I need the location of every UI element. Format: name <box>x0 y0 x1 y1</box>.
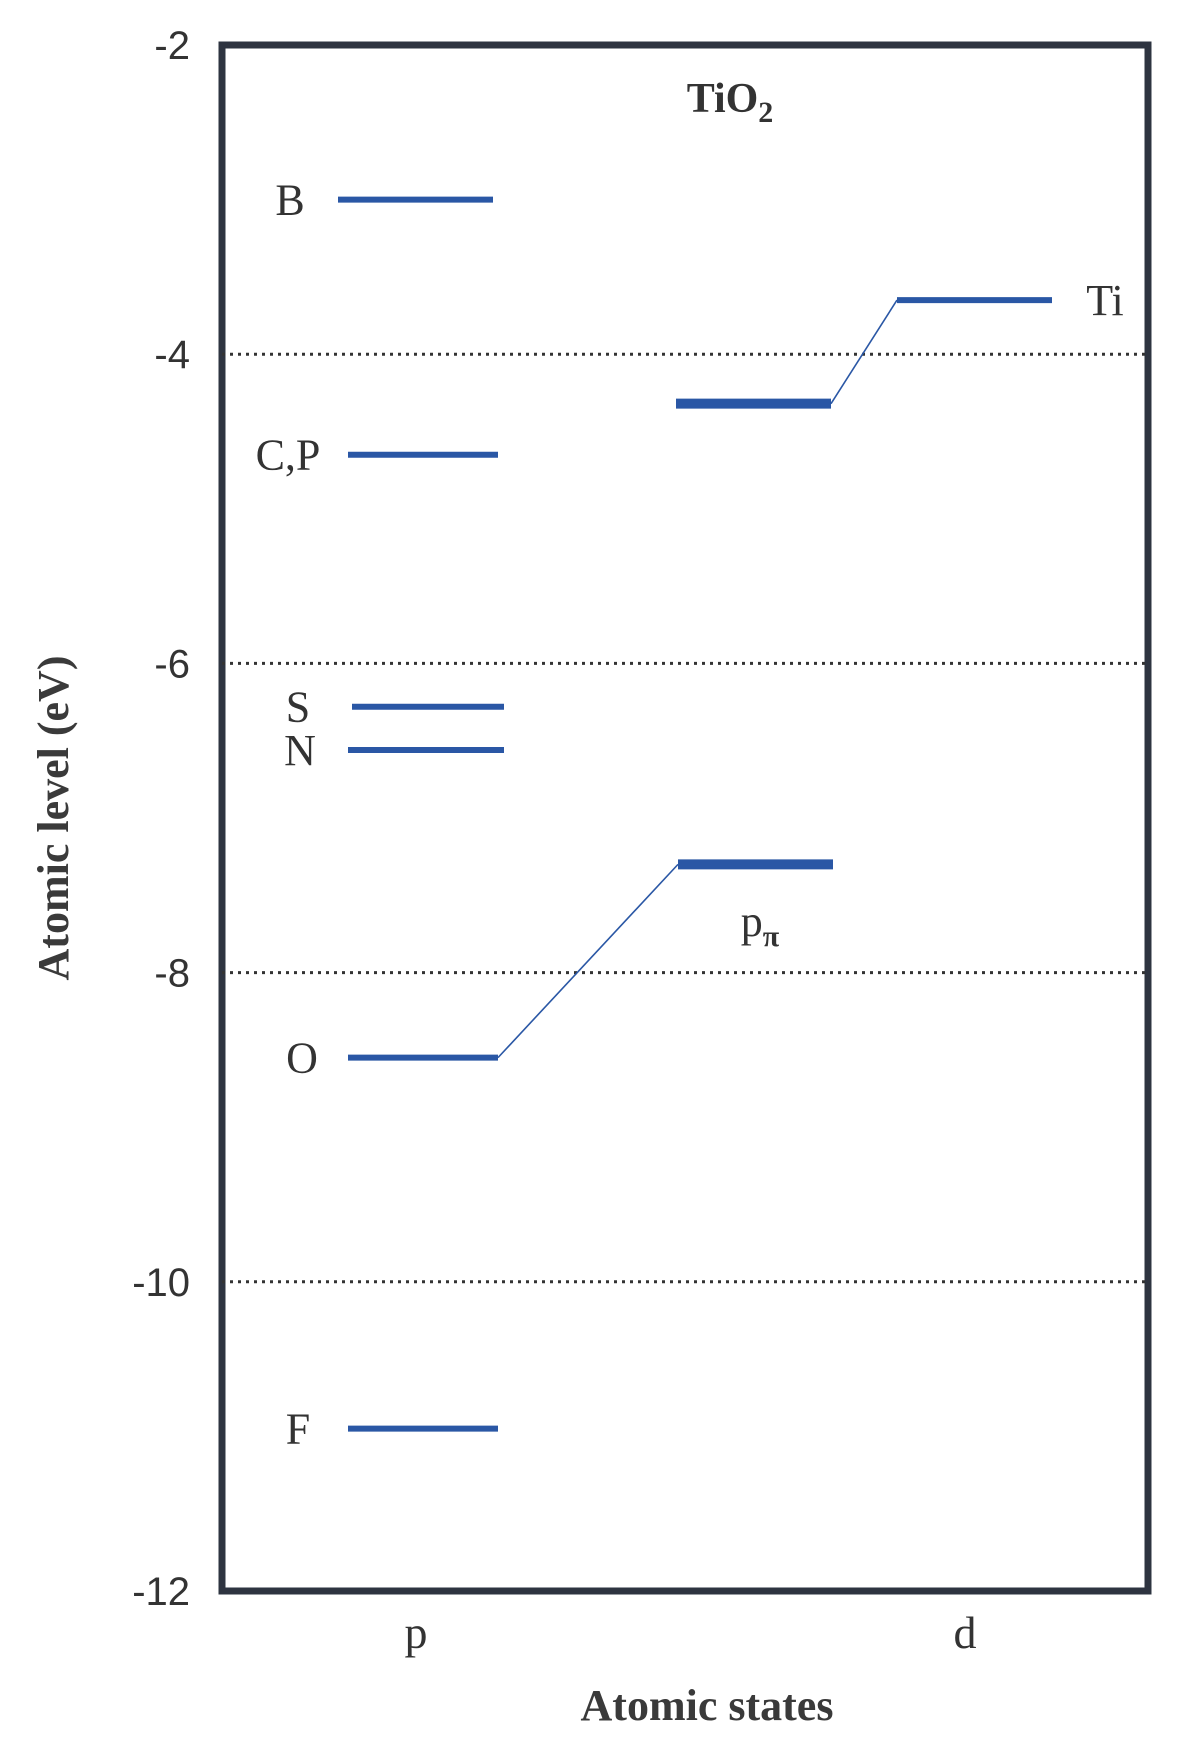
y-tick-label: -2 <box>154 24 190 68</box>
x-category-p: p <box>405 1607 428 1658</box>
x-category-d: d <box>954 1607 977 1658</box>
y-tick-label: -10 <box>132 1261 190 1305</box>
connector-line <box>830 299 898 405</box>
y-tick-label: -8 <box>154 952 190 996</box>
level-label: O <box>286 1034 318 1083</box>
level-label: C,P <box>256 431 321 480</box>
energy-levels: B C,P SN O F Ti <box>256 176 1124 1454</box>
y-tick-label: -12 <box>132 1570 190 1614</box>
level-label: F <box>286 1405 310 1454</box>
y-axis-title: Atomic level (eV) <box>29 656 78 981</box>
level-label: N <box>284 726 316 775</box>
level-label: B <box>275 176 304 225</box>
p-pi-label: pπ <box>741 897 780 953</box>
plot-frame <box>218 41 1152 1595</box>
gridlines <box>222 352 1148 1284</box>
level-label: Ti <box>1086 276 1124 325</box>
chart-title: TiO2 <box>687 76 774 129</box>
y-tick-label: -6 <box>154 642 190 686</box>
y-tick-label: -4 <box>154 333 190 377</box>
level-label: S <box>286 683 310 732</box>
connector-line <box>497 863 679 1059</box>
x-axis-title: Atomic states <box>581 1681 834 1730</box>
y-tick-labels: -2 -4 -6 -8 -10 -12 <box>132 24 190 1614</box>
